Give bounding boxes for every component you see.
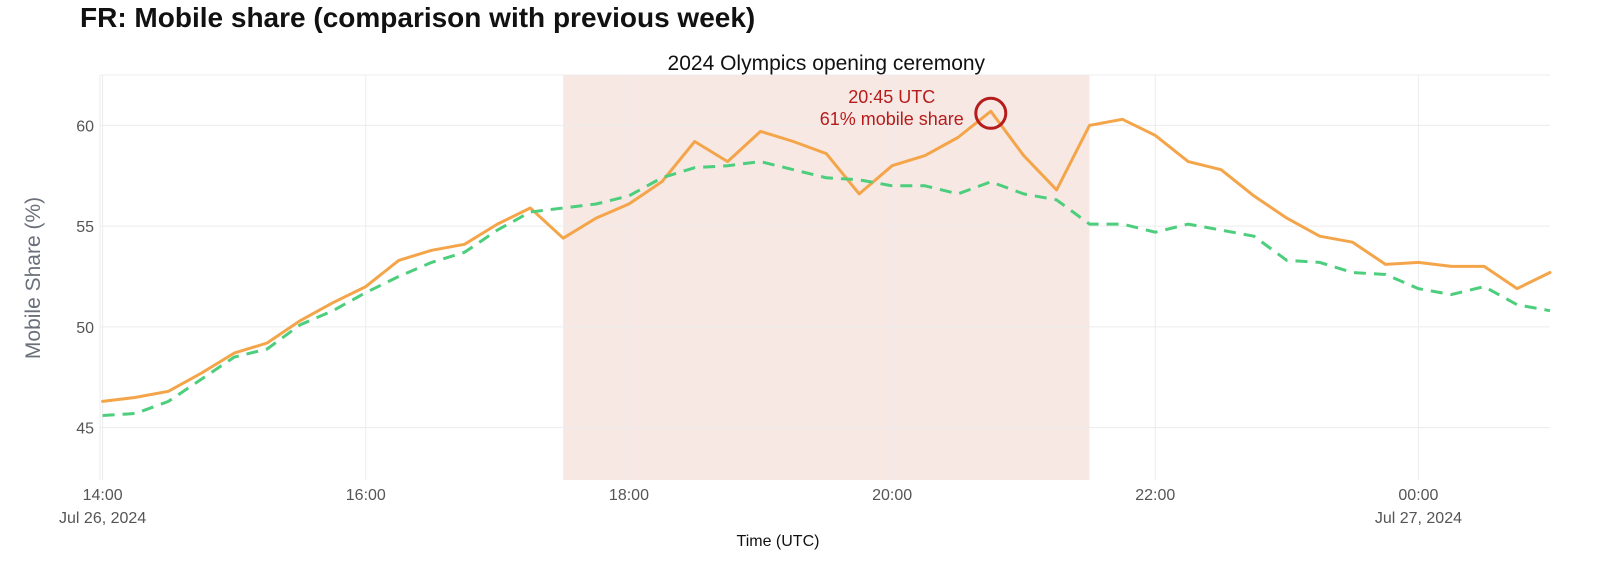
highlight-label: 2024 Olympics opening ceremony	[668, 52, 986, 75]
y-axis-title: Mobile Share (%)	[22, 197, 45, 359]
x-tick-label: 00:00	[1398, 487, 1438, 504]
series-line-2	[102, 160, 1551, 417]
y-tick-label: 55	[76, 219, 94, 236]
x-tick-label: 20:00	[872, 487, 912, 504]
x-tick-label: 22:00	[1135, 487, 1175, 504]
series-line-1	[101, 109, 1552, 403]
x-tick-label: 18:00	[609, 487, 649, 504]
x-tick-sublabel: Jul 26, 2024	[59, 510, 146, 527]
axis-layer: 45 50 55 60 14:00 Jul 26, 2024 16:00 18:00 20:00…	[22, 118, 1462, 550]
x-tick-label: 14:00	[83, 487, 123, 504]
y-tick-label: 45	[76, 421, 94, 438]
page-title: FR: Mobile share (comparison with previo…	[80, 2, 756, 33]
x-axis-title: Time (UTC)	[737, 533, 820, 550]
highlight-region	[563, 75, 1090, 480]
annotation-line-1: 20:45 UTC	[848, 87, 935, 107]
grid-layer	[99, 74, 1550, 480]
y-tick-label: 60	[76, 118, 94, 135]
annotation-line-2: 61% mobile share	[820, 109, 964, 129]
y-tick-label: 50	[76, 320, 94, 337]
x-tick-label: 16:00	[346, 487, 386, 504]
series-layer	[101, 109, 1552, 417]
annotation-layer: 2024 Olympics opening ceremony 20:45 UTC6…	[668, 52, 1008, 130]
x-tick-sublabel: Jul 27, 2024	[1375, 510, 1462, 527]
highlight-region-layer	[563, 75, 1090, 480]
annotation-circle	[974, 96, 1008, 130]
